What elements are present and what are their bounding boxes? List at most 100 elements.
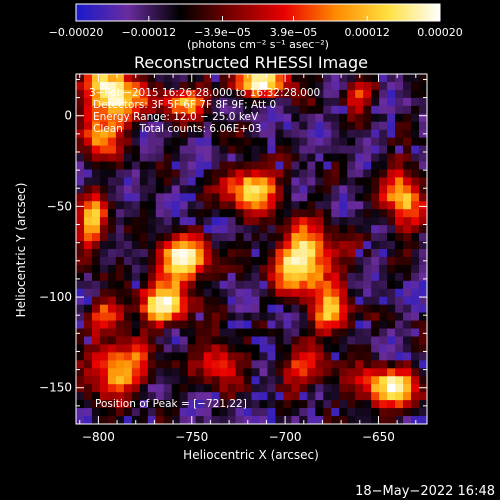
heatmap-cell <box>91 296 101 306</box>
x-tick-label: −800 <box>82 430 115 444</box>
heatmap-cell <box>195 360 205 369</box>
heatmap-cell <box>299 225 308 234</box>
heatmap-cell <box>395 225 404 234</box>
heatmap-cell <box>283 209 292 218</box>
heatmap-cell <box>299 304 308 314</box>
heatmap-cell <box>187 97 197 107</box>
heatmap-cell <box>267 241 277 250</box>
heatmap-cell <box>331 153 340 163</box>
heatmap-cell <box>235 137 245 147</box>
heatmap-cell <box>171 74 181 83</box>
heatmap-cell <box>99 161 109 171</box>
heatmap-cell <box>283 368 292 377</box>
heatmap-cell <box>395 177 404 186</box>
heatmap-cell <box>411 121 420 131</box>
heatmap-cell <box>299 328 308 338</box>
heatmap-cell <box>211 392 221 401</box>
heatmap-cell <box>355 169 364 178</box>
heatmap-cell <box>379 161 388 171</box>
heatmap-cell <box>115 416 125 424</box>
heatmap-cell <box>387 272 396 282</box>
heatmap-cell <box>419 105 427 115</box>
heatmap-cell <box>107 328 117 338</box>
heatmap-cell <box>99 249 109 258</box>
heatmap-cell <box>83 296 93 306</box>
heatmap-cell <box>155 209 165 218</box>
heatmap-cell <box>323 137 332 147</box>
heatmap-cell <box>267 400 277 409</box>
heatmap-cell <box>387 185 396 194</box>
heatmap-cell <box>419 336 427 346</box>
heatmap-cell <box>211 384 221 393</box>
heatmap-cell <box>363 400 372 409</box>
heatmap-cell <box>347 233 356 242</box>
heatmap-cell <box>187 105 197 115</box>
heatmap-cell <box>179 296 189 306</box>
heatmap-cell <box>83 368 93 377</box>
heatmap-cell <box>331 217 340 226</box>
heatmap-cell <box>115 384 125 393</box>
heatmap-cell <box>403 121 412 131</box>
heatmap-cell <box>267 209 277 218</box>
heatmap-cell <box>76 105 85 115</box>
heatmap-cell <box>195 74 205 83</box>
heatmap-cell <box>291 169 300 178</box>
heatmap-cell <box>307 113 316 123</box>
heatmap-cell <box>123 74 133 83</box>
heatmap-cell <box>107 376 117 385</box>
heatmap-cell <box>83 97 93 107</box>
heatmap-cell <box>147 328 157 338</box>
heatmap-cell <box>275 225 285 234</box>
heatmap-cell <box>203 336 213 346</box>
heatmap-cell <box>259 376 269 385</box>
heatmap-cell <box>379 89 388 99</box>
heatmap-cell <box>147 121 157 131</box>
heatmap-cell <box>203 89 213 99</box>
heatmap-cell <box>139 352 149 361</box>
heatmap-cell <box>283 105 292 115</box>
heatmap-cell <box>163 161 173 171</box>
heatmap-cell <box>83 312 93 322</box>
heatmap-cell <box>387 368 396 377</box>
heatmap-cell <box>147 161 157 171</box>
heatmap-cell <box>323 209 332 218</box>
heatmap-cell <box>187 368 197 377</box>
heatmap-cell <box>123 344 133 353</box>
heatmap-cell <box>163 296 173 306</box>
heatmap-cell <box>179 408 189 417</box>
heatmap-cell <box>331 296 340 306</box>
heatmap-cell <box>195 408 205 417</box>
heatmap-cell <box>267 264 277 274</box>
heatmap-cell <box>91 217 101 226</box>
heatmap-cell <box>267 392 277 401</box>
heatmap-cell <box>179 169 189 178</box>
heatmap-cell <box>283 249 292 258</box>
heatmap-cell <box>99 336 109 346</box>
heatmap-cell <box>139 193 149 202</box>
heatmap-cell <box>371 368 380 377</box>
heatmap-cell <box>323 74 332 83</box>
heatmap-cell <box>379 256 388 266</box>
heatmap-cell <box>387 225 396 234</box>
heatmap-cell <box>155 193 165 202</box>
heatmap-cell <box>195 288 205 298</box>
heatmap-cell <box>371 185 380 194</box>
heatmap-cell <box>99 137 109 147</box>
heatmap-cell <box>107 280 117 290</box>
heatmap-cell <box>419 416 427 424</box>
heatmap-cell <box>243 272 253 282</box>
heatmap-cell <box>123 280 133 290</box>
heatmap-cell <box>195 304 205 314</box>
heatmap-cell <box>315 169 324 178</box>
heatmap-cell <box>259 193 269 202</box>
heatmap-cell <box>387 177 396 186</box>
heatmap-cell <box>171 121 181 131</box>
heatmap-cell <box>131 384 141 393</box>
heatmap-cell <box>331 209 340 218</box>
heatmap-cell <box>299 360 308 369</box>
heatmap-cell <box>251 249 261 258</box>
heatmap-cell <box>339 256 348 266</box>
heatmap-cell <box>76 193 85 202</box>
heatmap-cell <box>371 256 380 266</box>
heatmap-cell <box>259 360 269 369</box>
